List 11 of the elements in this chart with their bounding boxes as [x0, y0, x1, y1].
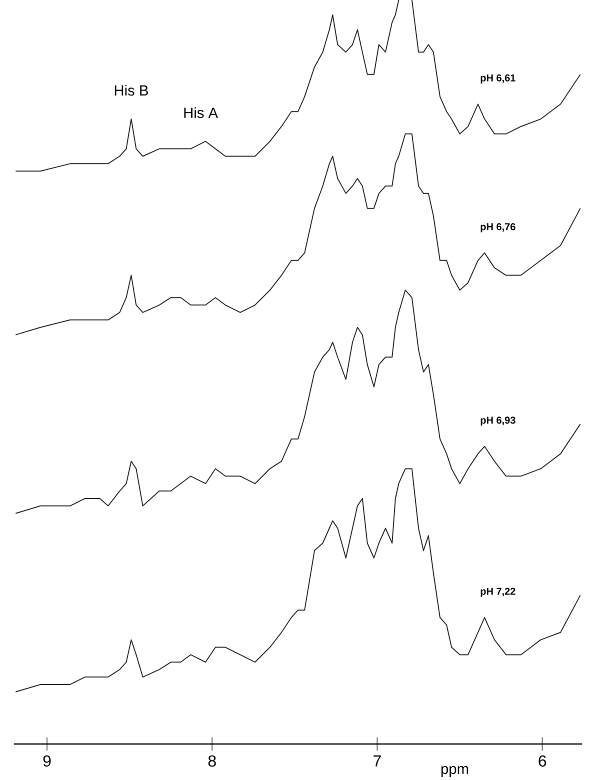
x-axis-title: ppm [441, 766, 468, 777]
x-tick-label: 7 [374, 755, 381, 766]
text: pH 7,22 [480, 588, 516, 597]
annotation: His A [184, 107, 218, 118]
text: pH 6,93 [480, 416, 516, 426]
text: pH 6,76 [480, 223, 516, 232]
annotation: His B [114, 84, 148, 96]
x-tick-label: 9 [43, 755, 51, 767]
x-tick-label: 8 [208, 755, 216, 767]
text: pH 6,61 [480, 74, 516, 84]
x-tick-label: 6 [538, 755, 546, 767]
